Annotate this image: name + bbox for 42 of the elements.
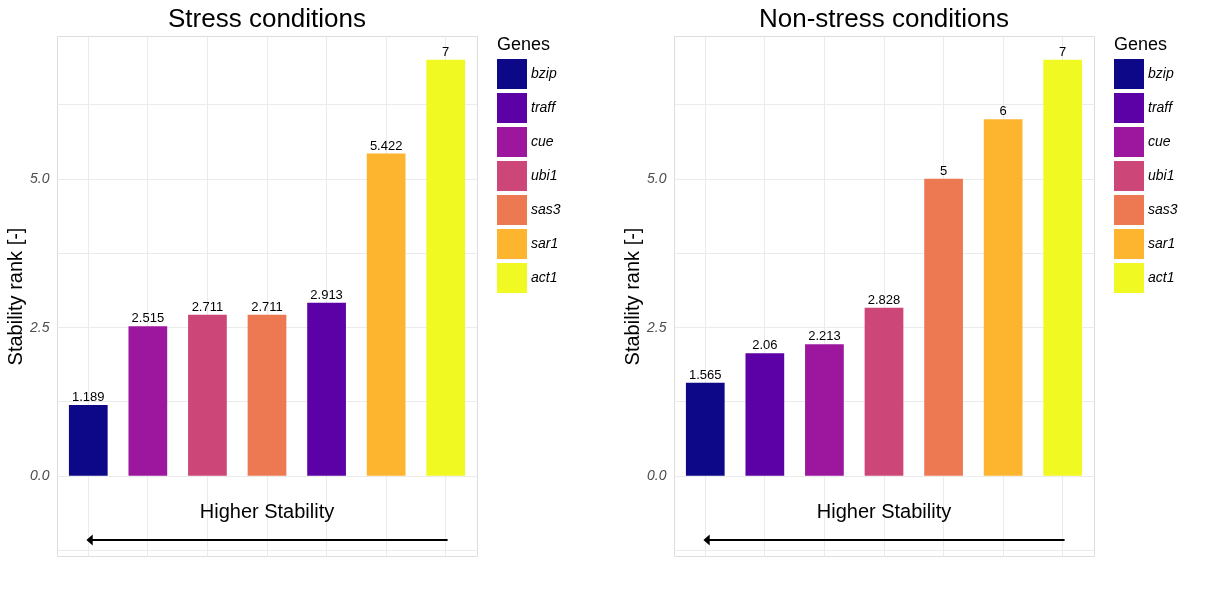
y-tick-label: 0.0 xyxy=(30,467,50,484)
legend-label: cue xyxy=(531,133,554,149)
legend-label: bzip xyxy=(1148,65,1174,81)
legend-label: sar1 xyxy=(1148,235,1176,251)
legend-label: bzip xyxy=(531,65,557,81)
annotation: Higher Stability xyxy=(816,500,952,522)
y-tick-label: 2.5 xyxy=(646,318,667,335)
legend-label: cue xyxy=(1148,133,1171,149)
data-label: 7 xyxy=(442,43,450,59)
legend-label: traff xyxy=(1148,99,1175,115)
data-label: 2.913 xyxy=(310,286,343,302)
data-label: 2.711 xyxy=(251,298,283,314)
data-label: 1.189 xyxy=(72,389,105,405)
y-tick-label: 0.0 xyxy=(647,467,667,484)
data-label: 7 xyxy=(1059,43,1067,59)
legend-label: traff xyxy=(531,99,558,115)
legend-label: act1 xyxy=(531,269,558,285)
legend-label: act1 xyxy=(1148,269,1175,285)
data-label: 1.565 xyxy=(689,366,722,382)
legend-label: sar1 xyxy=(531,235,559,251)
data-label: 2.213 xyxy=(808,328,841,344)
legend-label: sas3 xyxy=(531,201,561,217)
y-tick-label: 5.0 xyxy=(30,170,50,187)
y-tick-label: 2.5 xyxy=(29,318,50,335)
legend-label: sas3 xyxy=(1148,201,1178,217)
y-axis-title: Stability rank [-] xyxy=(4,227,27,366)
data-label: 2.828 xyxy=(867,291,901,307)
data-label: 5.422 xyxy=(369,137,403,153)
y-tick-label: 5.0 xyxy=(647,170,667,187)
legend-label: ubi1 xyxy=(531,167,558,183)
data-label: 2.711 xyxy=(191,298,224,314)
legend-title: Genes xyxy=(497,34,551,54)
legend-title: Genes xyxy=(1114,34,1168,54)
data-label: 6 xyxy=(999,103,1007,119)
data-label: 5 xyxy=(939,162,948,178)
legend-label: ubi1 xyxy=(1148,167,1175,183)
y-axis-title: Stability rank [-] xyxy=(621,227,644,366)
annotation: Higher Stability xyxy=(199,500,335,522)
chart-title: Non-stress conditions xyxy=(759,3,1009,33)
chart-title: Stress conditions xyxy=(168,3,366,33)
data-label: 2.515 xyxy=(131,310,165,326)
data-label: 2.06 xyxy=(752,337,778,353)
